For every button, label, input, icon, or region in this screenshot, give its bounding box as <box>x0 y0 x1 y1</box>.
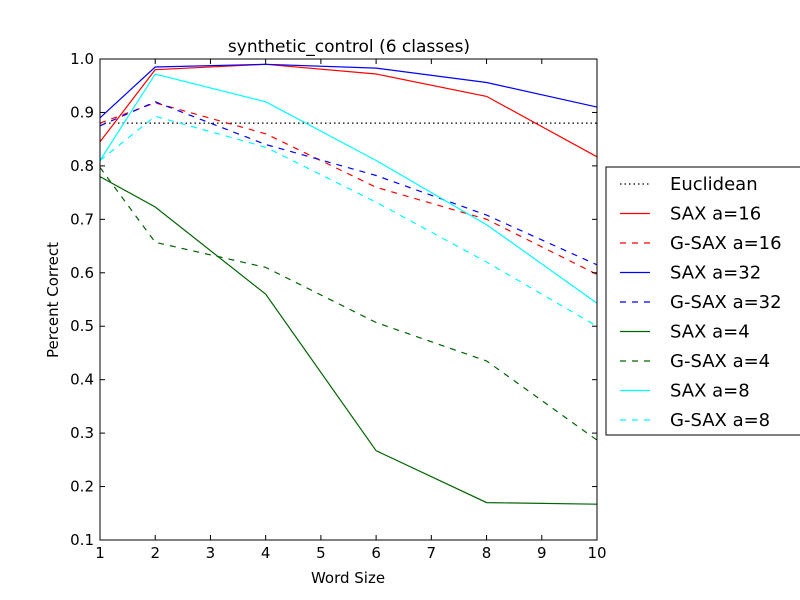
x-tick-label: 5 <box>316 544 326 562</box>
y-tick-label: 0.7 <box>70 210 94 228</box>
y-tick-label: 1.0 <box>70 50 94 68</box>
y-axis-title: Percent Correct <box>44 242 62 358</box>
legend-label: SAX a=16 <box>670 204 761 225</box>
series-line-1 <box>99 63 598 158</box>
x-tick-label: 2 <box>150 544 160 562</box>
y-tick-label: 0.2 <box>70 478 94 496</box>
x-tick-label: 8 <box>482 544 492 562</box>
y-axis: 0.1 0.2 0.3 0.4 0.5 0.6 0.7 0.8 0.9 1.0 <box>70 50 597 549</box>
series-line-4 <box>99 101 598 266</box>
x-tick-label: 7 <box>427 544 437 562</box>
y-tick-label: 0.6 <box>70 264 94 282</box>
x-tick-label: 10 <box>587 544 606 562</box>
legend-label: G-SAX a=16 <box>670 233 782 254</box>
plot-frame <box>99 58 598 541</box>
x-tick-label: 3 <box>206 544 216 562</box>
x-tick-label: 6 <box>371 544 381 562</box>
series-line-8 <box>99 115 598 327</box>
y-tick-label: 0.9 <box>70 103 94 121</box>
x-axis: 1 2 3 4 5 6 7 8 9 10 <box>95 59 607 562</box>
y-tick-label: 0.4 <box>70 371 94 389</box>
y-tick-label: 0.1 <box>70 531 94 549</box>
y-tick-label: 0.3 <box>70 424 94 442</box>
y-tick-label: 0.5 <box>70 317 94 335</box>
legend-label: SAX a=32 <box>670 263 761 284</box>
series-line-5 <box>99 176 598 505</box>
x-tick-label: 1 <box>95 544 105 562</box>
x-axis-title: Word Size <box>311 569 385 587</box>
plot-lines <box>99 63 598 505</box>
series-line-6 <box>99 167 598 441</box>
legend-label: G-SAX a=4 <box>670 351 770 372</box>
legend: Euclidean SAX a=16 G-SAX a=16 SAX a=32 G-SAX… <box>605 166 800 436</box>
x-tick-label: 9 <box>537 544 547 562</box>
series-line-7 <box>99 73 598 304</box>
legend-label: Euclidean <box>670 174 758 195</box>
legend-label: SAX a=4 <box>670 322 750 343</box>
chart-title: synthetic_control (6 classes) <box>228 37 470 57</box>
legend-label: SAX a=8 <box>670 381 750 402</box>
legend-label: G-SAX a=8 <box>670 410 770 431</box>
y-tick-label: 0.8 <box>70 157 94 175</box>
legend-label: G-SAX a=32 <box>670 292 782 313</box>
series-line-3 <box>99 63 598 119</box>
x-tick-label: 4 <box>261 544 271 562</box>
